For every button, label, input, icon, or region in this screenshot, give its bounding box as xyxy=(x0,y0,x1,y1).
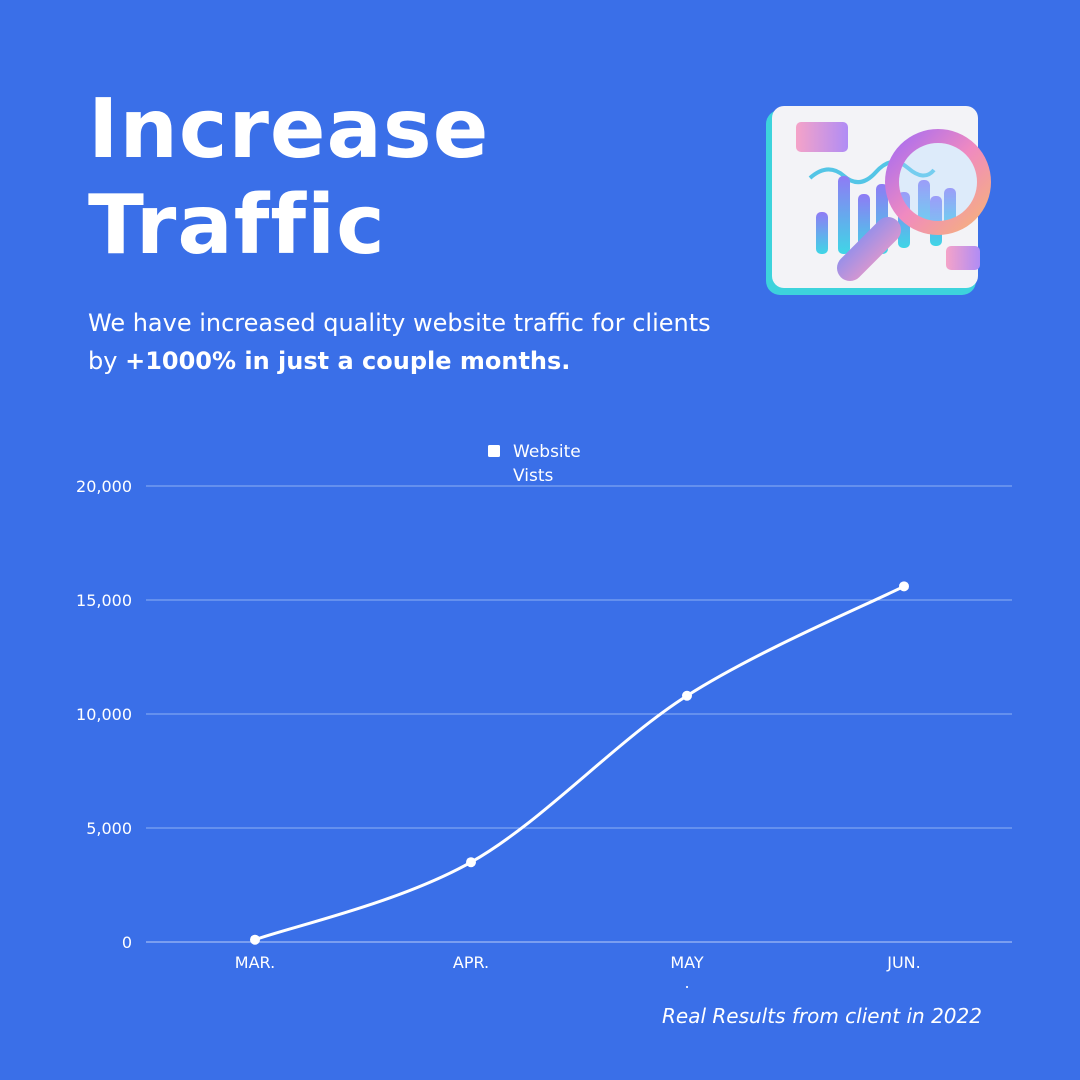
y-tick-label: 20,000 xyxy=(76,477,132,496)
subtitle-text: We have increased quality website traffi… xyxy=(88,309,711,375)
x-tick-label: MAR. xyxy=(235,953,275,972)
caption: Real Results from client in 2022 xyxy=(662,1004,982,1028)
headline-line-1: Increase xyxy=(88,82,490,177)
subtitle: We have increased quality website traffi… xyxy=(88,304,728,380)
x-tick-label: APR. xyxy=(453,953,489,972)
y-tick-label: 10,000 xyxy=(76,705,132,724)
data-point xyxy=(899,581,909,592)
series-line-website-vists xyxy=(254,584,905,942)
x-tick-label: MAY xyxy=(670,953,704,972)
data-points xyxy=(250,581,909,945)
legend-label-line: Vists xyxy=(513,466,554,486)
y-tick-label: 0 xyxy=(122,933,132,952)
chart-magnifier-icon xyxy=(766,106,991,295)
annotation-mark: . xyxy=(684,973,689,992)
y-tick-label: 15,000 xyxy=(76,591,132,610)
gridlines xyxy=(146,485,1012,943)
legend-label-line: Website xyxy=(513,442,581,462)
headline: Increase Traffic xyxy=(88,82,489,274)
x-tick-label: JUN. xyxy=(886,953,920,972)
legend-swatch xyxy=(488,445,500,457)
line-chart: 0 5,000 10,000 15,000 20,000 MAR. APR. MAY JUN.… xyxy=(76,442,1012,992)
subtitle-emphasis: +1000% in just a couple months. xyxy=(125,347,571,375)
legend: Website Vists xyxy=(488,442,581,486)
data-point xyxy=(682,690,692,701)
data-point xyxy=(250,934,260,945)
x-axis-ticks: MAR. APR. MAY JUN. xyxy=(235,953,921,972)
y-tick-label: 5,000 xyxy=(86,819,132,838)
headline-line-2: Traffic xyxy=(88,178,386,273)
y-axis-ticks: 0 5,000 10,000 15,000 20,000 xyxy=(76,477,132,952)
data-point xyxy=(466,857,476,868)
legend-label: Website Vists xyxy=(513,442,581,486)
